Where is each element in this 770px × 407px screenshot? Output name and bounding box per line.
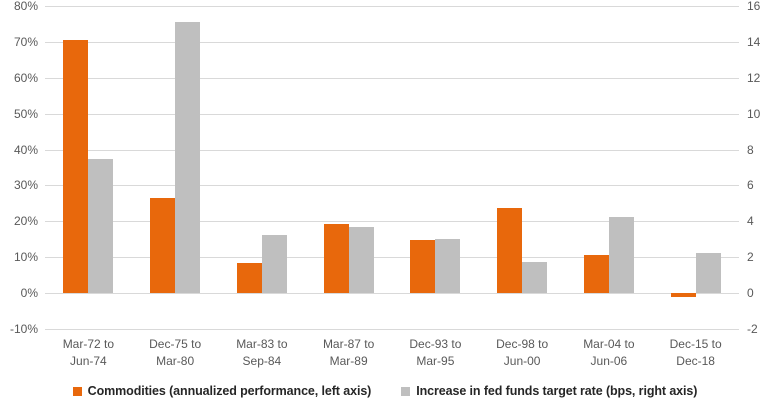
fed-funds-bar-5 (522, 261, 548, 294)
x-axis-category-label: Mar-87 to Mar-89 (322, 337, 375, 368)
left-axis-tick: -10% (9, 322, 38, 336)
commodities-bar-5 (497, 208, 523, 294)
fed-funds-bar-1 (175, 22, 201, 294)
left-axis-tick: 30% (13, 178, 38, 192)
gridline (45, 329, 739, 330)
gridline (45, 114, 739, 115)
left-axis-tick: 10% (13, 250, 38, 264)
gridline (45, 185, 739, 186)
fed-funds-bar-6 (608, 216, 634, 294)
legend-item-commodities: Commodities (annualized performance, lef… (72, 384, 372, 398)
right-axis-tick: -2 (747, 322, 758, 336)
fed-funds-bar-0 (88, 158, 114, 294)
gridline (45, 257, 739, 258)
right-axis-tick: 2 (747, 250, 754, 264)
gridline (45, 150, 739, 151)
plot-area (45, 6, 739, 330)
gridline (45, 221, 739, 222)
x-axis-category-label: Mar-72 to Jun-74 (62, 337, 115, 368)
commodities-bar-6 (583, 255, 609, 294)
x-axis-category-label: Dec-93 to Mar-95 (409, 337, 462, 368)
chart-legend: Commodities (annualized performance, lef… (0, 384, 770, 398)
commodities-bar-3 (323, 223, 349, 294)
right-axis-tick: 0 (747, 286, 754, 300)
fed-funds-bar-7 (695, 252, 721, 294)
x-axis-category-label: Dec-75 to Mar-80 (149, 337, 202, 368)
commodities-bar-4 (410, 239, 436, 294)
right-axis-tick: 16 (747, 0, 761, 13)
fed-funds-bar-4 (435, 239, 461, 294)
commodities-bar-1 (150, 198, 176, 294)
right-axis-tick: 8 (747, 143, 754, 157)
right-axis-tick: 6 (747, 178, 754, 192)
commodities-bar-7 (670, 293, 696, 297)
commodities-bar-2 (236, 263, 262, 294)
right-axis-tick: 12 (747, 71, 761, 85)
commodities-bar-0 (63, 40, 89, 294)
left-axis-tick: 80% (13, 0, 38, 13)
gridline (45, 6, 739, 7)
legend-swatch-icon (72, 386, 82, 396)
right-axis-tick: 14 (747, 35, 761, 49)
gridline (45, 42, 739, 43)
legend-swatch-icon (401, 386, 411, 396)
legend-label: Increase in fed funds target rate (bps, … (416, 384, 698, 398)
x-axis-category-label: Mar-04 to Jun-06 (583, 337, 635, 368)
gridline (45, 293, 739, 294)
right-axis-tick: 4 (747, 214, 754, 228)
fed-funds-bar-2 (261, 234, 287, 294)
left-axis-tick: 70% (13, 35, 38, 49)
left-axis-tick: 40% (13, 143, 38, 157)
fed-funds-bar-3 (348, 226, 374, 294)
left-axis-tick: 50% (13, 107, 38, 121)
gridline (45, 78, 739, 79)
left-axis-tick: 20% (13, 214, 38, 228)
x-axis-category-label: Dec-15 to Dec-18 (669, 337, 722, 368)
legend-item-fed-funds: Increase in fed funds target rate (bps, … (401, 384, 697, 398)
x-axis-category-label: Mar-83 to Sep-84 (236, 337, 288, 368)
legend-label: Commodities (annualized performance, lef… (87, 384, 372, 398)
x-axis-category-label: Dec-98 to Jun-00 (496, 337, 549, 368)
left-axis-tick: 60% (13, 71, 38, 85)
right-axis-tick: 10 (747, 107, 761, 121)
left-axis-tick: 0% (20, 286, 38, 300)
